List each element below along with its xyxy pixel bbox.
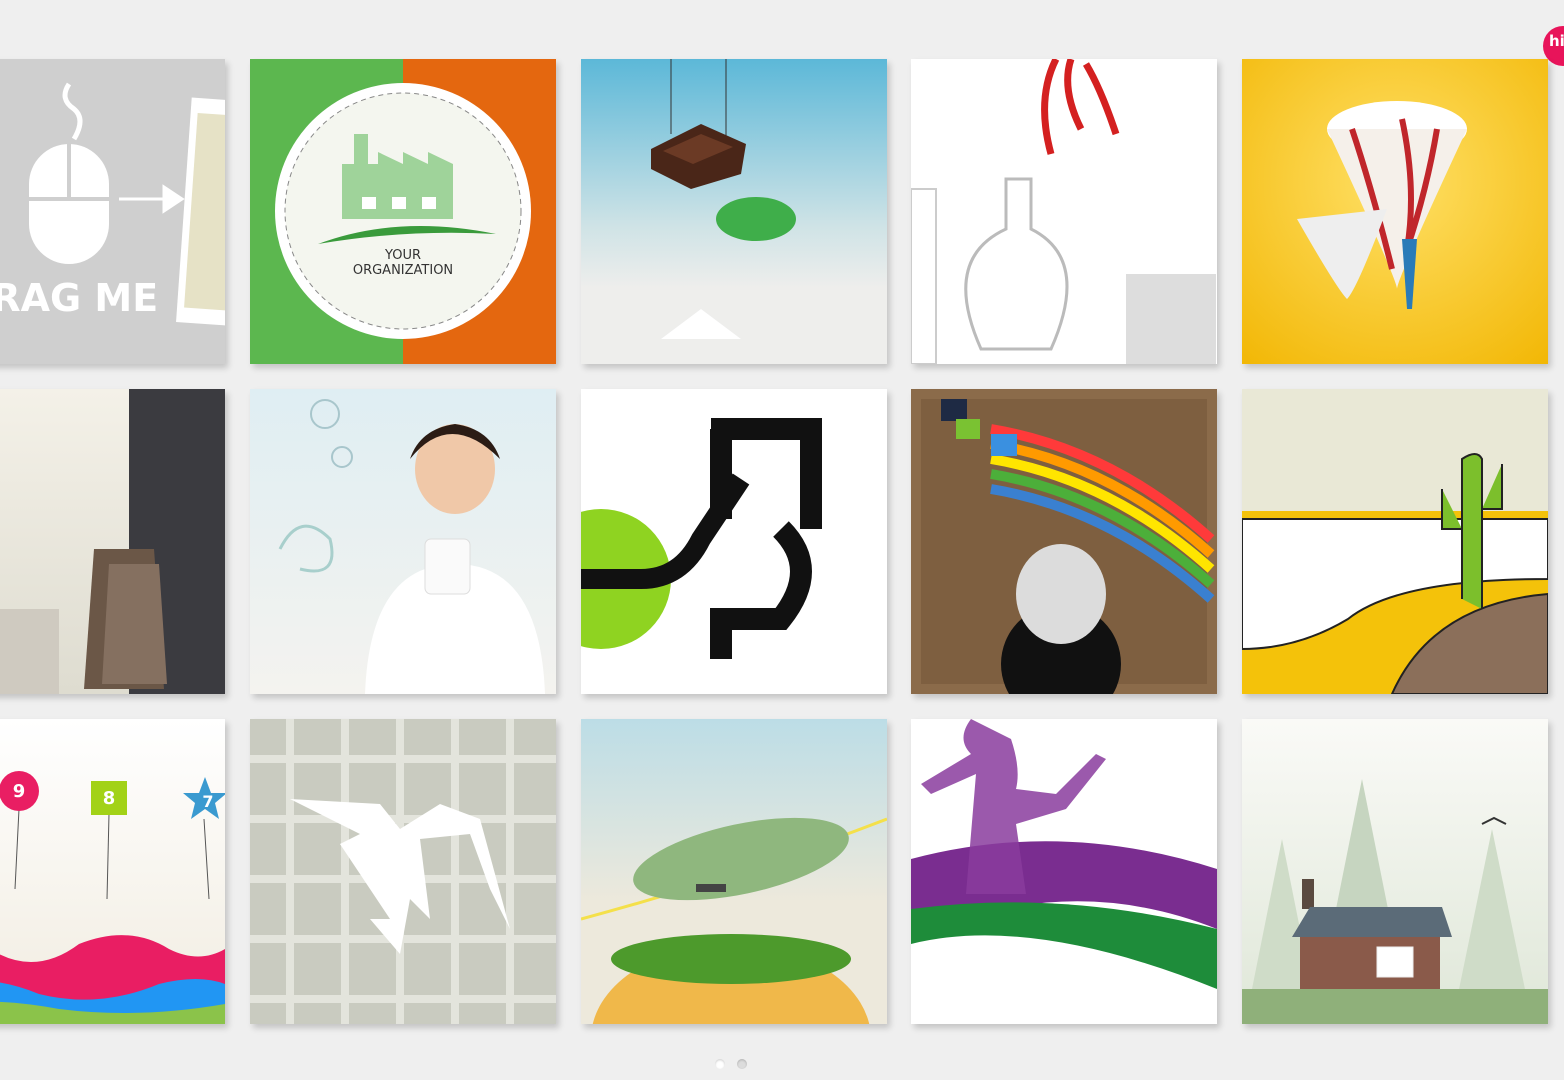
marker-label: 7 xyxy=(202,792,213,811)
page-dot[interactable] xyxy=(715,1059,725,1069)
dancer-art xyxy=(911,719,1217,1024)
tile-typography[interactable] xyxy=(581,389,887,694)
tile-icecream[interactable] xyxy=(1242,59,1548,364)
tile-shelves[interactable] xyxy=(250,719,556,1024)
icecream-art xyxy=(1297,101,1467,309)
tile-coffee[interactable] xyxy=(250,389,556,694)
chocolate-art xyxy=(651,59,796,339)
page-dot[interactable] xyxy=(737,1059,747,1069)
tile-markers[interactable]: 9 8 7 xyxy=(0,719,225,1024)
tile-cabin[interactable] xyxy=(1242,719,1548,1024)
rainbow-art xyxy=(921,399,1215,694)
shopping-art xyxy=(0,389,225,694)
tile-chocolate[interactable] xyxy=(581,59,887,364)
logo[interactable]: hi xyxy=(1543,26,1564,66)
tile-shopping[interactable] xyxy=(0,389,225,694)
marker-label: 9 xyxy=(13,781,26,802)
organization-art: YOUR ORGANIZATION xyxy=(275,83,531,339)
org-line1: YOUR xyxy=(384,248,421,263)
tile-drag[interactable]: DRAG ME xyxy=(0,59,225,364)
desert-art xyxy=(1242,453,1548,694)
markers-art: 9 8 7 xyxy=(0,771,225,1024)
marker-label: 8 xyxy=(103,788,116,809)
coffee-art xyxy=(278,399,545,694)
tile-organization[interactable]: YOUR ORGANIZATION xyxy=(250,59,556,364)
drag-hint: DRAG ME xyxy=(0,276,158,320)
tile-desert[interactable] xyxy=(1242,389,1548,694)
bottle-art xyxy=(911,59,1216,364)
zeppelin-art xyxy=(581,817,887,1024)
org-line2: ORGANIZATION xyxy=(353,263,453,278)
cabin-art xyxy=(1242,779,1548,1024)
drag-art: DRAG ME xyxy=(0,82,225,327)
tile-rainbow[interactable] xyxy=(911,389,1217,694)
tile-dancer[interactable] xyxy=(911,719,1217,1024)
typography-art xyxy=(581,418,822,659)
tile-zeppelin[interactable] xyxy=(581,719,887,1024)
shelves-art xyxy=(250,719,556,1024)
tile-bottle[interactable] xyxy=(911,59,1217,364)
